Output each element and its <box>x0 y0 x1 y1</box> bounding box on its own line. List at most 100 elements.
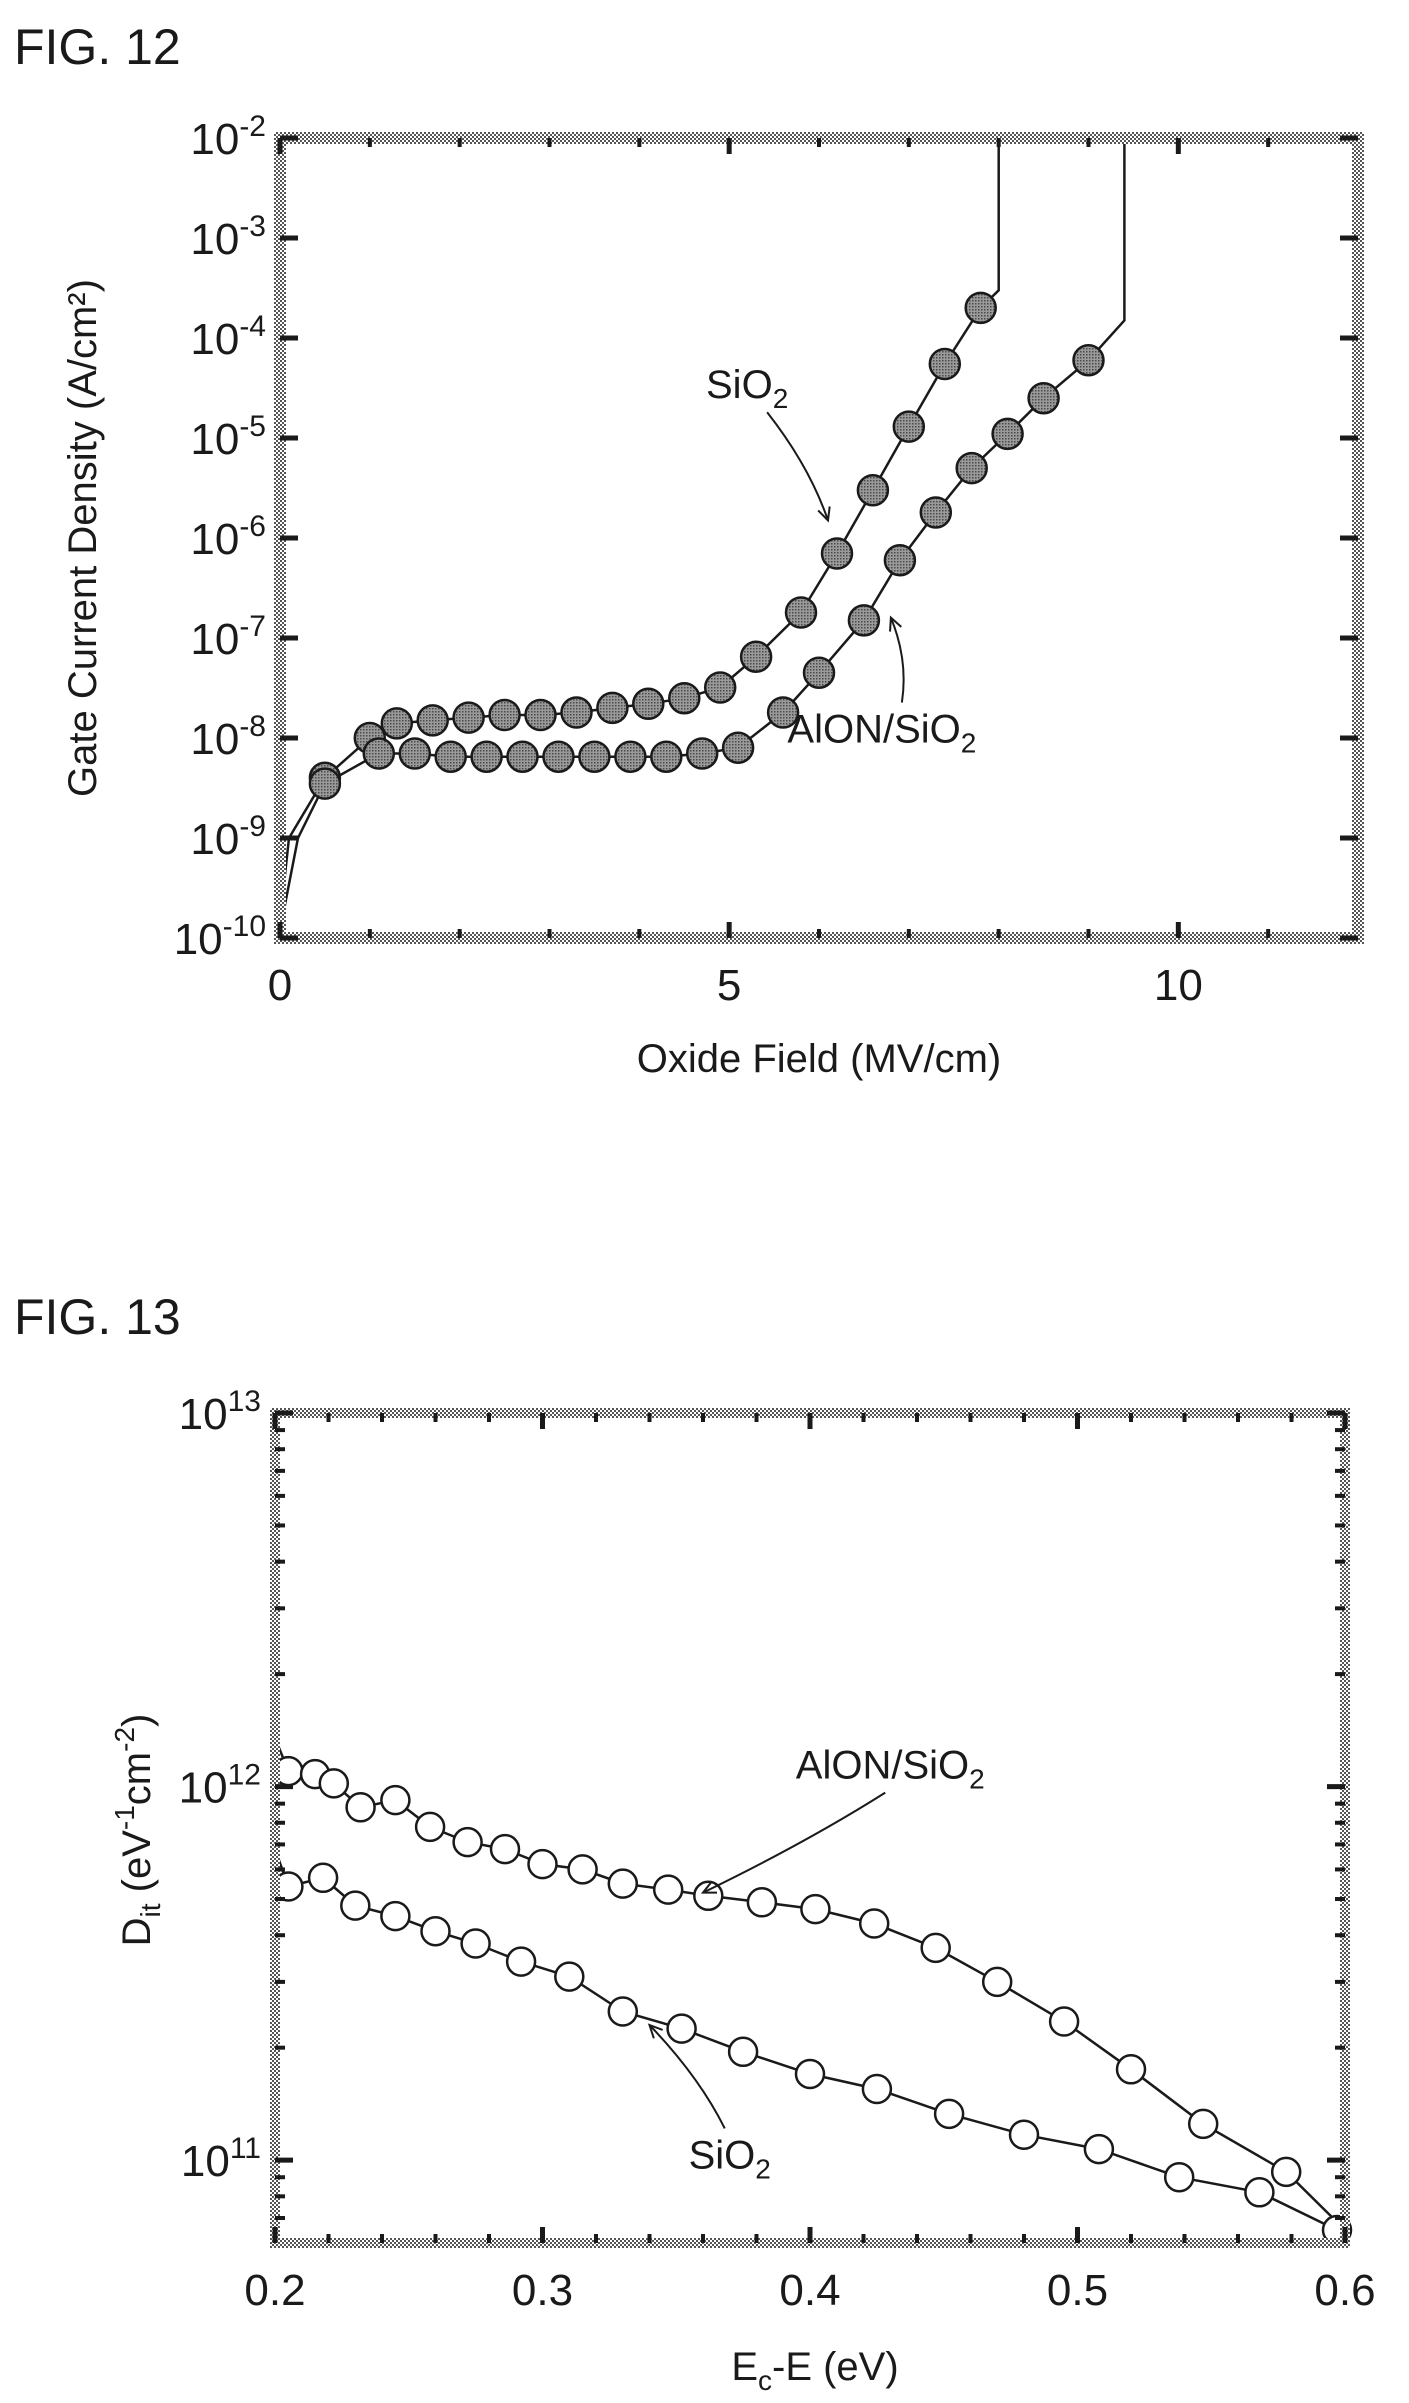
fig12-annotation-arrow-alon_sio2 <box>889 617 905 703</box>
fig13-y-axis-label: Dit (eV-1cm-2) <box>109 1714 166 1947</box>
fig13-point-alon_sio2 <box>746 1887 778 1918</box>
fig12-annotation-sio2: SiO2 <box>706 363 788 414</box>
fig12-point-sio2 <box>892 410 926 443</box>
fig13-point-alon_sio2 <box>607 1868 639 1899</box>
fig13-x-tick-label: 0.3 <box>512 2266 573 2315</box>
fig12-x-tick-label: 0 <box>268 961 292 1010</box>
fig12-point-alon_sio2 <box>1072 343 1105 377</box>
fig12-point-sio2 <box>524 698 557 732</box>
fig13-annotation-alon_sio2: AlON/SiO2 <box>796 1744 985 1795</box>
fig12-annotation-alon_sio2: AlON/SiO2 <box>787 708 976 759</box>
fig13-point-sio2 <box>607 1996 639 2027</box>
fig12-point-sio2 <box>739 640 773 673</box>
fig12-y-tick-label: 10-5 <box>190 410 266 464</box>
fig13-point-alon_sio2 <box>345 1792 376 1823</box>
fig12-point-sio2 <box>560 696 593 729</box>
fig12-y-tick-label: 10-6 <box>190 510 266 564</box>
fig13-point-sio2 <box>861 2073 893 2105</box>
fig13-point-sio2 <box>554 1961 585 1992</box>
fig13-point-alon_sio2 <box>489 1833 521 1865</box>
fig13-point-alon_sio2 <box>652 1874 684 1905</box>
fig13-point-sio2 <box>307 1862 339 1894</box>
fig12-y-tick-label: 10-9 <box>190 810 266 864</box>
fig12-y-tick-label: 10-4 <box>190 310 266 364</box>
fig12-annotation-arrowhead-sio2 <box>817 506 831 523</box>
fig13-y-tick-label: 1012 <box>179 1759 261 1813</box>
fig13-point-sio2 <box>727 2036 759 2068</box>
fig12-point-sio2 <box>703 671 737 704</box>
fig12-point-alon_sio2 <box>308 767 342 800</box>
fig13-x-axis-label: Ec-E (eV) <box>731 2345 898 2396</box>
fig12-y-tick-label: 10-10 <box>174 910 266 964</box>
fig13-point-alon_sio2 <box>452 1826 483 1858</box>
fig12-point-sio2 <box>380 707 414 740</box>
fig13-point-alon_sio2 <box>1187 2108 1219 2140</box>
fig13-point-sio2 <box>505 1946 537 1977</box>
fig12-point-alon_sio2 <box>650 740 683 773</box>
fig12-x-axis-ticks: 0 5 10 <box>268 138 1271 1010</box>
fig13-point-alon_sio2 <box>800 1893 831 1925</box>
fig12-point-alon_sio2 <box>685 737 719 770</box>
fig12-annotation-arrowhead-alon_sio2 <box>889 615 902 632</box>
fig12-point-alon_sio2 <box>614 740 647 773</box>
fig13-point-sio2 <box>1083 2133 1115 2165</box>
fig13-plot-area <box>273 1737 1353 2246</box>
fig13-point-sio2 <box>794 2058 826 2090</box>
fig12-point-alon_sio2 <box>398 737 432 770</box>
fig12-y-tick-label: 10-3 <box>190 210 266 264</box>
fig13-point-sio2 <box>1163 2161 1195 2193</box>
fig13-point-sio2 <box>460 1928 491 1959</box>
fig12-point-alon_sio2 <box>766 696 800 729</box>
fig12-point-alon_sio2 <box>919 496 953 529</box>
fig13-point-sio2 <box>420 1915 451 1947</box>
fig13-y-tick-label: 1011 <box>181 2132 261 2186</box>
fig12-x-tick-label: 5 <box>717 961 741 1010</box>
fig12-frame <box>274 132 1364 944</box>
fig13-point-sio2 <box>933 2098 965 2130</box>
fig13-point-alon_sio2 <box>1115 2054 1147 2085</box>
fig12-y-axis-ticks: 10-10 10-9 10-8 10-7 10-6 10-5 10-4 10-3 10-2 <box>174 110 1358 964</box>
fig12-point-sio2 <box>488 698 521 732</box>
fig12-point-sio2 <box>632 687 665 721</box>
fig13-point-alon_sio2 <box>858 1908 890 1939</box>
fig12-point-alon_sio2 <box>542 740 575 773</box>
fig12-point-sio2 <box>596 691 629 725</box>
fig13-point-sio2 <box>1244 2177 1275 2208</box>
fig13-x-tick-label: 0.6 <box>1314 2266 1375 2315</box>
fig12-y-tick-label: 10-2 <box>190 110 266 164</box>
fig13-annotation-arrow-alon_sio2 <box>702 1791 886 1894</box>
fig13-x-tick-label: 0.5 <box>1047 2266 1108 2315</box>
fig13-annotation-sio2: SiO2 <box>689 2133 771 2184</box>
fig13-x-tick-label: 0.2 <box>244 2266 305 2315</box>
fig12-plot-area <box>278 138 1126 931</box>
fig12-point-alon_sio2 <box>362 737 396 770</box>
fig12-x-tick-label: 10 <box>1154 961 1203 1010</box>
fig12-annotations: SiO2 AlON/SiO2 <box>706 363 976 758</box>
fig12-point-alon_sio2 <box>721 731 755 764</box>
figure-12: FIG. 12 0 5 10 10-1010-910-810-710-610-510… <box>14 19 1364 1081</box>
fig13-point-sio2 <box>1008 2119 1040 2150</box>
fig13-point-alon_sio2 <box>414 1811 446 1843</box>
fig13-y-axis-ticks: 1011 1012 1013 <box>179 1385 1345 2220</box>
fig12-point-sio2 <box>784 596 818 629</box>
fig13-point-alon_sio2 <box>318 1768 350 1799</box>
fig12-point-sio2 <box>964 291 997 325</box>
fig12-point-alon_sio2 <box>991 417 1024 451</box>
fig13-point-sio2 <box>380 1900 411 1932</box>
fig13-point-alon_sio2 <box>527 1848 558 1880</box>
fig12-y-tick-label: 10-8 <box>190 710 266 764</box>
fig12-x-axis-label: Oxide Field (MV/cm) <box>637 1037 1002 1081</box>
fig12-y-axis-label: Gate Current Density (A/cm²) <box>61 279 105 797</box>
fig12-point-alon_sio2 <box>1027 381 1060 415</box>
fig12-point-sio2 <box>928 347 962 381</box>
fig12-annotation-arrow-sio2 <box>766 411 829 521</box>
fig12-point-sio2 <box>856 474 890 507</box>
fig12-point-sio2 <box>416 704 449 737</box>
fig12-series-line-sio2 <box>278 138 1000 921</box>
fig13-x-tick-label: 0.4 <box>779 2266 840 2315</box>
fig13-annotations: AlON/SiO2 SiO2 <box>647 1744 985 2184</box>
fig13-point-alon_sio2 <box>567 1854 598 1885</box>
fig12-point-sio2 <box>452 701 485 734</box>
fig13-annotation-arrow-sio2 <box>648 2024 726 2129</box>
